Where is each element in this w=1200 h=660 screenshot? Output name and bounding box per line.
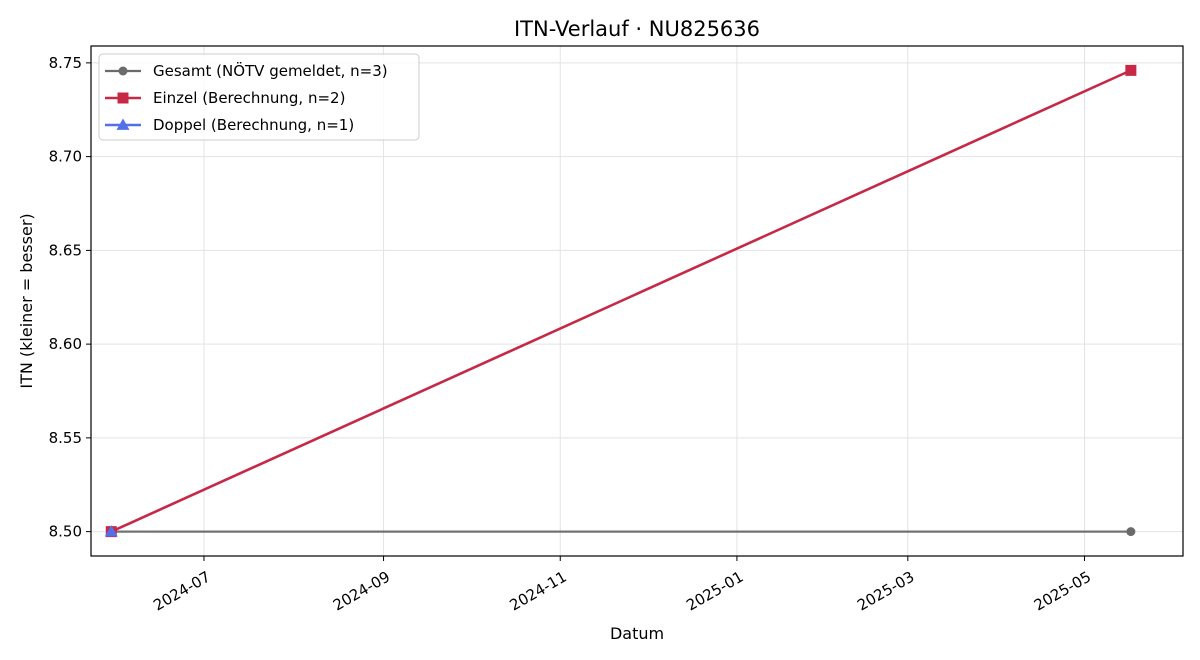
x-tick-label: 2024-09 — [330, 568, 393, 615]
x-tick-label: 2024-07 — [150, 568, 213, 615]
series-layer — [104, 64, 1137, 538]
y-tick-label: 8.70 — [49, 148, 82, 166]
y-tick-label: 8.55 — [49, 429, 82, 447]
data-point-triangle — [104, 525, 118, 537]
y-tick-label: 8.60 — [49, 335, 82, 353]
x-axis-label: Datum — [610, 624, 664, 643]
legend-marker — [116, 118, 130, 130]
chart-title: ITN-Verlauf · NU825636 — [514, 17, 760, 41]
plot-frame — [90, 45, 1184, 557]
data-point-circle — [1126, 527, 1136, 537]
y-tick-label: 8.50 — [49, 523, 82, 541]
legend-label: Doppel (Berechnung, n=1) — [153, 116, 354, 134]
legend-box — [98, 53, 420, 141]
x-tick-label: 2025-05 — [1031, 568, 1094, 615]
series-1 — [106, 527, 1136, 537]
x-tick-label: 2025-03 — [854, 568, 917, 615]
series-3 — [104, 525, 118, 537]
series-line — [110, 69, 1132, 533]
legend: Gesamt (NÖTV gemeldet, n=3) Einzel (Berec… — [98, 53, 420, 141]
legend-marker — [118, 66, 128, 76]
x-tick-label: 2024-11 — [507, 568, 570, 615]
y-tick-label: 8.65 — [49, 241, 82, 259]
legend-label: Gesamt (NÖTV gemeldet, n=3) — [153, 61, 388, 80]
x-tick-label: 2025-01 — [683, 568, 746, 615]
legend-label: Einzel (Berechnung, n=2) — [153, 89, 345, 107]
data-point-square — [1125, 64, 1137, 76]
y-axis-label: ITN (kleiner = besser) — [17, 213, 36, 388]
y-tick-label: 8.75 — [49, 54, 82, 72]
legend-marker — [117, 92, 129, 104]
